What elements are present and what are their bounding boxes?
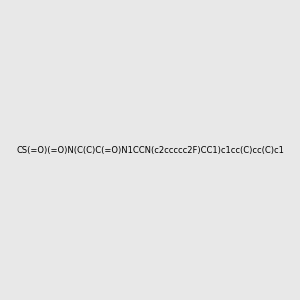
Text: CS(=O)(=O)N(C(C)C(=O)N1CCN(c2ccccc2F)CC1)c1cc(C)cc(C)c1: CS(=O)(=O)N(C(C)C(=O)N1CCN(c2ccccc2F)CC1… (16, 146, 284, 154)
